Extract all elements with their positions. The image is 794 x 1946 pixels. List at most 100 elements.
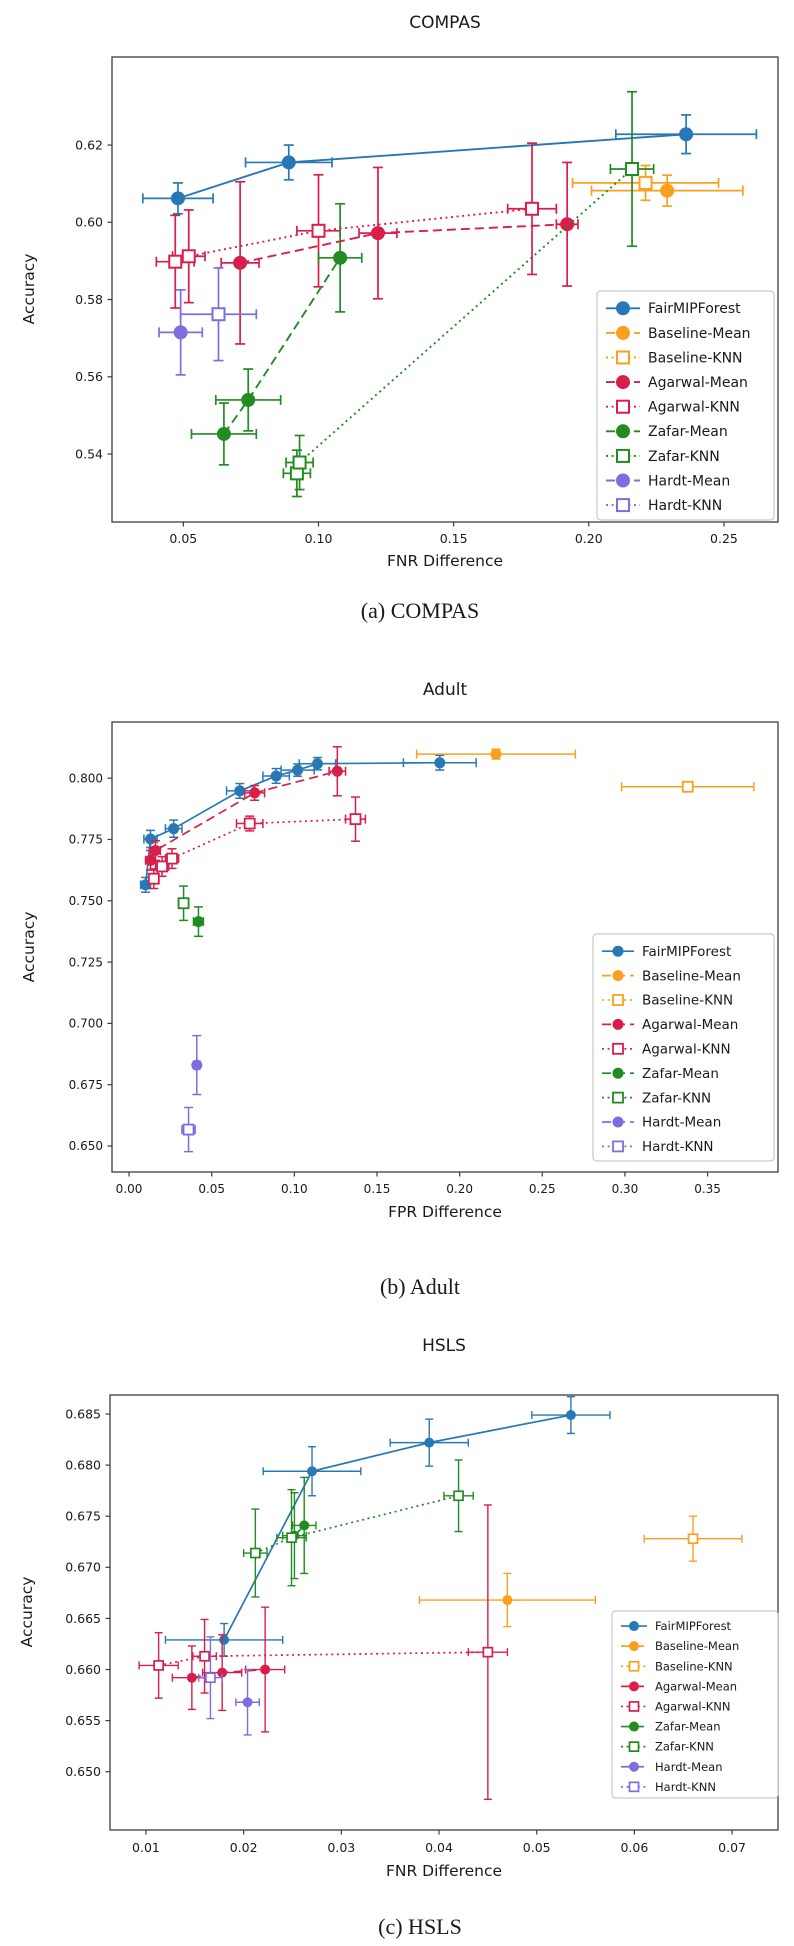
- series-zafar-mean: [282, 1476, 317, 1580]
- legend-marker: [612, 1042, 624, 1055]
- chart-b-adult: 0.00 0.05 0.10 0.15 0.20 0.25 0.30 0.350.6500.6…: [69, 721, 779, 1196]
- chart-c-xlabel: FNR Difference: [386, 1862, 502, 1880]
- legend-row: Hardt-Mean: [602, 1115, 721, 1131]
- legend-marker: [629, 1641, 639, 1652]
- data-point: [216, 426, 231, 441]
- legend-marker: [616, 301, 630, 316]
- legend-row: Hardt-Mean: [606, 473, 730, 489]
- legend-label: FairMIPForest: [642, 944, 731, 960]
- y-tick-label: 0.685: [65, 1406, 101, 1421]
- legend-label: Baseline-KNN: [642, 993, 733, 1009]
- legend-marker: [628, 1741, 640, 1753]
- data-point: [211, 307, 226, 322]
- data-point: [186, 1672, 197, 1683]
- series-zafar-mean: [192, 906, 205, 938]
- series-hardt-mean: [191, 1034, 203, 1096]
- series-baseline-mean: [418, 1572, 597, 1628]
- series-agarwal-knn: [155, 142, 558, 309]
- legend-row: FairMIPForest: [621, 1619, 732, 1633]
- series-zafar-knn: [177, 885, 190, 922]
- legend-box: [592, 933, 775, 1162]
- data-point: [191, 1059, 203, 1071]
- chart-c-ylabel: Accuracy: [18, 1577, 36, 1648]
- x-tick-label: 0.07: [718, 1840, 746, 1855]
- chart-c-hsls: 0.01 0.02 0.03 0.04 0.05 0.06 0.070.6500.6550.…: [65, 1394, 779, 1855]
- series-hardt-mean: [158, 289, 204, 376]
- legend-label: Baseline-Mean: [648, 326, 751, 342]
- legend-marker: [612, 1140, 624, 1153]
- chart-a-xlabel: FNR Difference: [387, 552, 503, 570]
- data-point: [370, 226, 385, 241]
- legend-marker: [616, 473, 630, 488]
- data-point: [638, 175, 653, 190]
- legend-label: Agarwal-Mean: [642, 1017, 738, 1033]
- y-tick-label: 0.675: [69, 1078, 103, 1092]
- legend-label: Hardt-Mean: [642, 1115, 721, 1131]
- legend-marker: [616, 325, 630, 340]
- legend-marker: [612, 1116, 624, 1128]
- data-point: [241, 392, 256, 407]
- series-baseline-knn: [571, 164, 720, 202]
- legend-row: Agarwal-Mean: [602, 1017, 738, 1033]
- legend-label: Agarwal-KNN: [655, 1699, 731, 1713]
- chart-a-ylabel: Accuracy: [20, 254, 38, 325]
- x-tick-label: 0.25: [710, 531, 738, 546]
- legend: FairMIPForest Baseline-Mean Baseline-KNN Ag…: [592, 933, 775, 1162]
- legend-label: Baseline-KNN: [648, 350, 743, 366]
- x-tick-label: 0.03: [327, 1840, 355, 1855]
- legend-row: Baseline-KNN: [602, 993, 733, 1009]
- series-line: [149, 770, 338, 861]
- legend-label: Hardt-Mean: [655, 1760, 723, 1774]
- data-point: [311, 223, 326, 238]
- data-point: [502, 1595, 513, 1606]
- series-baseline-mean: [590, 174, 744, 207]
- legend-marker: [612, 1018, 624, 1030]
- series-baseline-mean: [415, 748, 577, 760]
- chart-b-xlabel: FPR Difference: [388, 1203, 502, 1221]
- y-ticks: 0.54 0.56 0.58 0.60 0.62: [75, 137, 112, 461]
- series-agarwal-mean: [220, 161, 579, 345]
- data-point: [192, 916, 204, 928]
- legend-marker: [612, 994, 624, 1006]
- data-point: [681, 780, 694, 793]
- legend-marker: [628, 1660, 640, 1672]
- data-point: [424, 1437, 435, 1448]
- series-hardt-knn: [198, 1636, 223, 1720]
- legend-row: Zafar-Mean: [606, 424, 728, 440]
- data-point: [333, 250, 348, 265]
- legend-row: Zafar-KNN: [606, 449, 720, 465]
- legend-row: Baseline-Mean: [621, 1639, 739, 1653]
- data-point: [177, 897, 190, 910]
- y-tick-label: 0.56: [75, 369, 103, 384]
- series-baseline-knn: [643, 1515, 743, 1562]
- y-tick-label: 0.62: [75, 137, 103, 152]
- series-line: [223, 257, 341, 435]
- data-point: [156, 860, 168, 873]
- series-zafar-mean: [190, 202, 363, 466]
- y-tick-label: 0.800: [69, 771, 103, 785]
- data-point: [181, 249, 196, 264]
- series-line: [174, 207, 533, 263]
- legend-label: Zafar-KNN: [655, 1740, 714, 1754]
- data-point: [166, 852, 178, 865]
- data-point: [331, 765, 343, 777]
- data-point: [625, 162, 640, 177]
- y-ticks: 0.650 0.655 0.660 0.665 0.670 0.675 0.680 0.685: [65, 1406, 110, 1779]
- legend-row: Zafar-Mean: [621, 1720, 721, 1734]
- y-tick-label: 0.750: [69, 894, 103, 908]
- data-point: [299, 1520, 310, 1531]
- series-line: [223, 1414, 572, 1641]
- data-point: [217, 1667, 228, 1678]
- data-point: [182, 1123, 195, 1136]
- chart-a-compas: 0.05 0.10 0.15 0.20 0.25 0.54 0.56 0.58 0.60 0.62…: [75, 56, 779, 546]
- plot-frame: [111, 721, 779, 1173]
- data-point: [560, 217, 575, 232]
- legend-row: Agarwal-Mean: [606, 375, 748, 391]
- legend-label: Hardt-KNN: [655, 1780, 716, 1794]
- data-point: [260, 1664, 271, 1675]
- legend-label: FairMIPForest: [655, 1619, 732, 1633]
- chart-c-caption: (c) HSLS: [378, 1914, 462, 1939]
- legend-label: Baseline-Mean: [655, 1639, 739, 1653]
- legend-row: Zafar-KNN: [621, 1740, 714, 1754]
